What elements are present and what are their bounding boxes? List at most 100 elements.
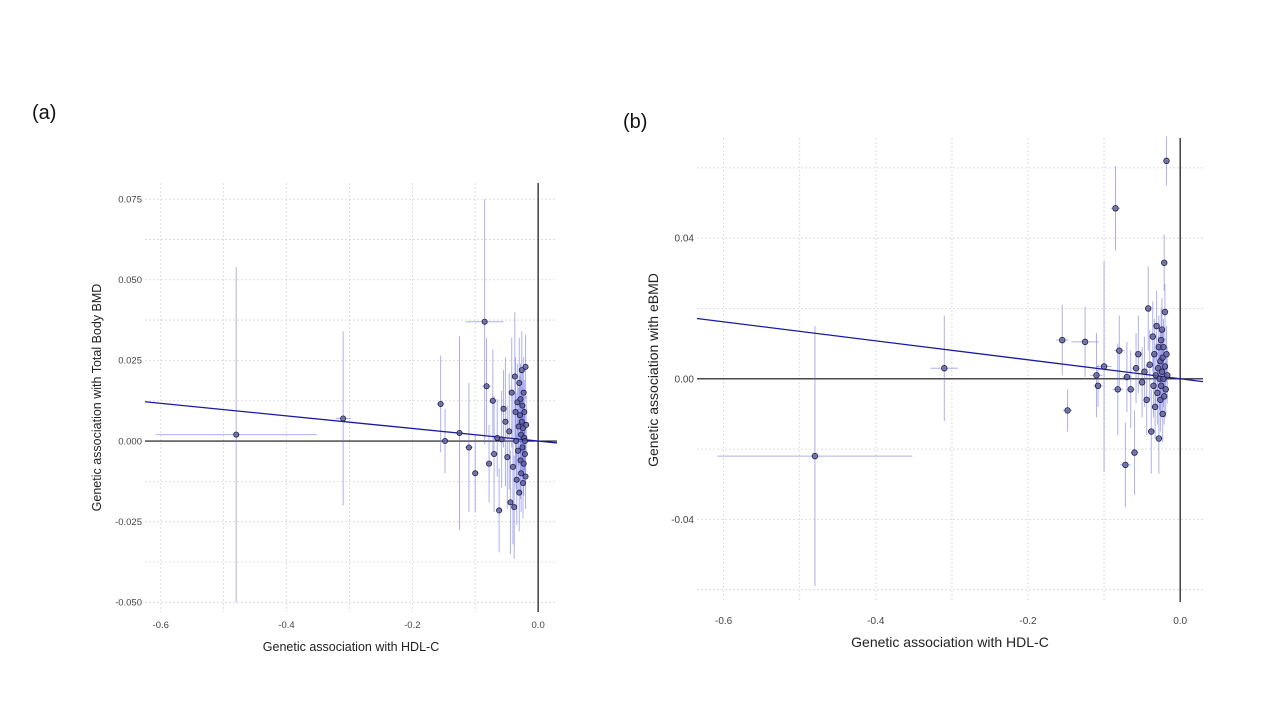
x-tick-label: -0.6 — [715, 616, 733, 627]
y-tick-label: -0.025 — [115, 517, 142, 528]
error-bars — [717, 136, 1170, 587]
data-point — [1143, 396, 1150, 404]
data-point — [521, 450, 528, 457]
data-point — [1163, 350, 1170, 358]
data-point — [1131, 449, 1138, 456]
data-point — [233, 431, 240, 438]
data-point — [1159, 410, 1166, 418]
data-point — [1161, 363, 1169, 370]
data-point — [1123, 373, 1131, 381]
data-point — [1161, 308, 1169, 316]
data-point — [519, 444, 526, 451]
data-point — [1160, 393, 1168, 400]
data-point — [491, 450, 498, 457]
data-point — [1151, 403, 1159, 411]
data-point — [1094, 382, 1102, 390]
data-point — [1157, 396, 1164, 404]
x-axis-title: Genetic association with HDL-C — [851, 634, 1049, 650]
data-point — [521, 438, 528, 445]
data-point — [515, 447, 522, 454]
data-point — [1157, 382, 1165, 390]
data-point — [520, 479, 527, 486]
panel-label-b: (b) — [623, 111, 648, 133]
y-tick-label: -0.050 — [115, 598, 142, 609]
data-point — [1164, 372, 1171, 379]
data-point — [517, 396, 524, 403]
data-point — [1145, 305, 1152, 312]
data-point — [1059, 336, 1066, 344]
y-tick-label: 0.04 — [675, 234, 695, 245]
data-points — [233, 318, 530, 514]
data-point — [506, 428, 513, 435]
y-tick-label: -0.04 — [671, 515, 694, 526]
data-point — [498, 436, 505, 443]
chart-b: -0.6 -0.4 -0.2 0.0 -0.04 0.00 0.04 Genetic asso… — [645, 136, 1204, 650]
data-point — [1159, 354, 1166, 361]
chart-a: -0.6 -0.4 -0.2 0.0 -0.050 -0.025 0.000 0.025 0.0… — [90, 183, 558, 654]
data-point — [516, 379, 523, 386]
data-point — [1141, 368, 1148, 375]
data-point — [516, 489, 523, 496]
fit-line — [144, 401, 558, 444]
data-point — [519, 402, 526, 409]
data-point — [1157, 336, 1165, 344]
x-tick-label: -0.2 — [1019, 616, 1037, 627]
data-point — [511, 373, 518, 380]
data-point — [518, 367, 525, 374]
data-point — [1154, 365, 1162, 372]
y-axis-title: Genetic association with eBMD — [645, 273, 661, 467]
data-point — [516, 412, 523, 419]
data-point — [1146, 361, 1153, 368]
data-point — [1149, 333, 1156, 340]
data-point — [486, 460, 493, 467]
data-point — [1162, 386, 1169, 393]
data-point — [1138, 379, 1146, 386]
y-tick-label: 0.025 — [118, 356, 142, 367]
data-point — [1154, 389, 1161, 397]
x-tick-label: -0.2 — [404, 620, 420, 631]
data-point — [521, 409, 528, 416]
data-point — [507, 499, 514, 506]
data-point — [502, 418, 509, 425]
data-point — [1155, 435, 1163, 442]
data-point — [504, 454, 511, 461]
data-point — [513, 476, 520, 483]
data-point — [1163, 157, 1170, 165]
data-point — [483, 383, 490, 390]
x-tick-label: 0.0 — [1173, 616, 1187, 627]
data-point — [1122, 461, 1129, 469]
data-point — [522, 473, 529, 480]
fit-line — [696, 317, 1204, 383]
data-point — [523, 421, 530, 428]
x-tick-label: 0.0 — [532, 620, 545, 631]
data-point — [1152, 372, 1160, 379]
data-point — [1114, 386, 1121, 393]
gridlines — [145, 183, 557, 612]
data-point — [508, 389, 515, 396]
data-point — [522, 363, 529, 370]
data-point — [1081, 338, 1089, 346]
data-point — [489, 397, 496, 404]
y-tick-label: 0.00 — [675, 374, 695, 385]
data-point — [1132, 365, 1140, 372]
data-point — [1151, 350, 1158, 358]
data-point — [811, 452, 819, 460]
data-point — [1093, 372, 1100, 379]
data-point — [1116, 347, 1123, 354]
data-point — [1158, 368, 1166, 375]
data-point — [465, 444, 472, 451]
data-point — [509, 463, 516, 470]
data-point — [941, 365, 948, 372]
y-tick-label: 0.075 — [118, 194, 142, 205]
data-point — [437, 400, 444, 407]
x-tick-label: -0.6 — [153, 620, 169, 631]
data-point — [1160, 259, 1168, 266]
data-point — [472, 470, 479, 477]
data-point — [518, 470, 525, 477]
data-point — [520, 460, 527, 467]
data-point — [481, 318, 488, 325]
data-point — [496, 507, 503, 514]
x-axis-title: Genetic association with HDL-C — [263, 640, 439, 654]
data-point — [513, 438, 520, 445]
